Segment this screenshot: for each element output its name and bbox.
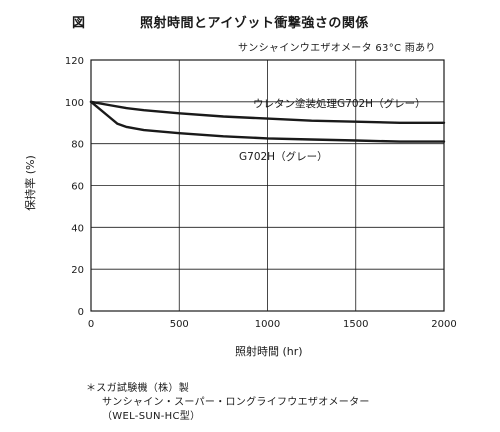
y-tick-label: 0 [78,307,84,318]
footnote-model: （WEL-SUN-HC型） [102,411,201,422]
y-tick-label: 60 [71,182,84,193]
y-tick-label: 120 [65,56,84,67]
y-tick-label: 80 [71,140,84,151]
plot-frame [90,59,445,312]
chart-title: 照射時間とアイゾット衝撃強さの関係 [140,16,369,31]
series-labels: ウレタン塗装処理G702H（グレー） G702H（グレー） [239,97,426,163]
x-tick-label: 1500 [343,319,368,330]
series-line-1 [89,100,446,124]
y-tick-label: 100 [65,98,84,109]
x-tick-label: 0 [88,319,94,330]
series-lines [89,100,446,143]
x-tick-label: 1000 [255,319,280,330]
grid-lines [91,60,444,311]
x-axis-label: 照射時間 (hr) [235,345,303,358]
series-line-2 [89,100,446,143]
x-tick-labels: 0 500 1000 1500 2000 [88,319,457,330]
y-tick-label: 40 [71,223,84,234]
y-tick-label: 20 [71,265,84,276]
y-axis-label: 保持率 (%) [24,155,37,211]
x-tick-label: 2000 [431,319,456,330]
test-conditions: サンシャインウエザオメータ 63°C 雨あり [238,43,436,54]
figure-label: 図 [72,16,86,31]
footnote-instrument: サンシャイン・スーパー・ロングライフウエザオメーター [102,397,370,408]
series-label-2: G702H（グレー） [239,150,328,163]
y-tick-labels: 0 20 40 60 80 100 120 [65,56,84,318]
x-tick-label: 500 [170,319,189,330]
footnote-manufacturer: ＊スガ試験機（株）製 [86,383,189,394]
series-label-1: ウレタン塗装処理G702H（グレー） [253,97,426,110]
